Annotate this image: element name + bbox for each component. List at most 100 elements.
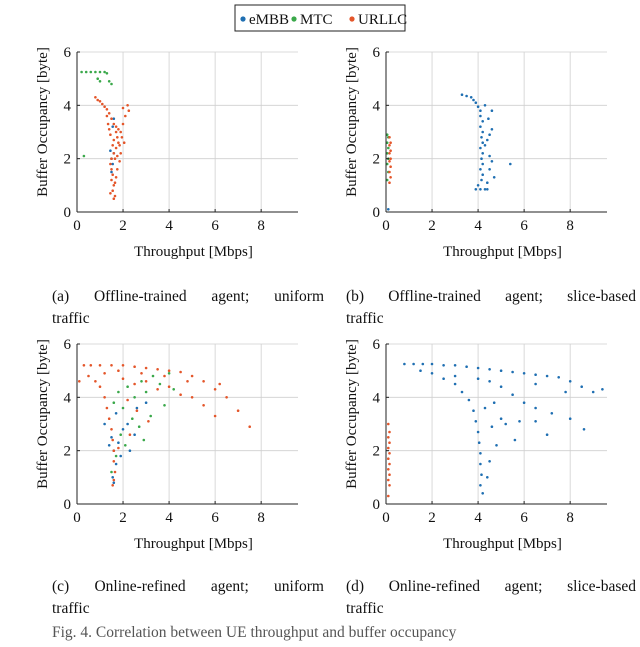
data-point xyxy=(133,396,136,399)
data-point xyxy=(476,184,480,187)
x-tick-label: 8 xyxy=(566,218,574,234)
data-point xyxy=(492,176,496,179)
data-point xyxy=(135,409,139,413)
data-point xyxy=(387,446,390,450)
data-point xyxy=(110,178,113,182)
series-embb xyxy=(103,401,148,485)
data-point xyxy=(477,441,481,445)
data-point xyxy=(112,117,116,120)
data-point xyxy=(126,385,129,389)
data-point xyxy=(481,152,485,155)
caption-d-part: Online-refined xyxy=(388,578,480,595)
data-point xyxy=(387,494,390,498)
data-point xyxy=(388,170,391,174)
data-point xyxy=(488,168,491,171)
data-point xyxy=(453,382,457,386)
y-tick-label: 6 xyxy=(64,45,72,61)
chart-d: 0 2 4 6 8 0 2 4 6 Throughput [Mbps] Buffer Occupan… xyxy=(344,337,607,552)
data-point xyxy=(110,82,113,86)
data-point xyxy=(499,417,503,421)
data-point xyxy=(388,136,391,139)
data-point xyxy=(110,436,113,439)
legend-label-mtc: MTC xyxy=(300,12,333,28)
chart-c: 0 2 4 6 8 0 2 4 6 Throughput [Mbps] Buffer Occupan… xyxy=(35,337,298,552)
data-point xyxy=(112,152,116,155)
data-point xyxy=(110,117,113,120)
data-point xyxy=(202,404,205,407)
legend-marker-embb xyxy=(240,16,246,22)
data-point xyxy=(513,438,517,442)
data-point xyxy=(121,406,125,410)
data-point xyxy=(135,406,139,410)
y-tick-label: 4 xyxy=(64,390,72,406)
data-point xyxy=(186,380,189,383)
data-point xyxy=(119,130,122,134)
data-point xyxy=(419,369,422,373)
data-point xyxy=(481,162,485,166)
data-point xyxy=(248,425,251,429)
data-point xyxy=(109,192,112,195)
caption-a-part: Offline-trained xyxy=(93,288,187,305)
data-point xyxy=(118,160,121,163)
data-point xyxy=(112,460,116,463)
data-point xyxy=(112,481,116,485)
data-point xyxy=(486,188,489,191)
data-point xyxy=(488,368,491,371)
data-point xyxy=(488,133,491,136)
caption-c-part: uniform xyxy=(274,578,324,595)
data-point xyxy=(476,105,480,108)
data-point xyxy=(103,396,106,399)
data-point xyxy=(137,425,141,429)
data-point xyxy=(479,462,482,466)
data-point xyxy=(518,420,521,423)
data-point xyxy=(126,422,129,426)
data-point xyxy=(476,377,480,381)
data-point xyxy=(106,122,110,126)
data-point xyxy=(385,141,389,144)
data-point xyxy=(89,364,93,367)
x-tick-label: 6 xyxy=(520,218,528,234)
data-point xyxy=(111,484,114,487)
data-point xyxy=(107,80,111,83)
data-point xyxy=(149,414,152,418)
data-point xyxy=(467,398,471,402)
series-embb xyxy=(403,362,604,495)
caption-b-part: Offline-trained xyxy=(388,288,481,305)
data-point xyxy=(111,125,114,128)
series-mtc xyxy=(110,372,175,474)
data-point xyxy=(202,380,205,383)
data-point xyxy=(387,468,390,471)
data-point xyxy=(128,449,132,453)
data-point xyxy=(109,149,112,152)
data-point xyxy=(385,178,389,182)
x-tick-label: 8 xyxy=(257,510,265,526)
data-point xyxy=(480,473,483,477)
data-point xyxy=(116,154,119,158)
data-point xyxy=(472,409,475,413)
data-point xyxy=(479,188,482,191)
data-point xyxy=(385,162,389,166)
data-point xyxy=(121,377,125,381)
data-point xyxy=(127,109,131,112)
x-tick-label: 0 xyxy=(73,218,81,234)
caption-c-line2: traffic xyxy=(52,600,90,617)
data-point xyxy=(403,362,406,366)
data-point xyxy=(481,130,485,134)
data-point xyxy=(112,449,116,453)
data-point xyxy=(105,406,109,410)
data-point xyxy=(495,444,498,447)
data-point xyxy=(465,365,468,369)
data-point xyxy=(114,146,118,150)
y-tick-label: 2 xyxy=(64,152,72,168)
data-point xyxy=(110,428,113,431)
data-point xyxy=(96,98,99,102)
data-point xyxy=(89,70,93,74)
y-tick-label: 6 xyxy=(373,45,381,61)
data-point xyxy=(124,114,127,118)
data-point xyxy=(511,370,514,374)
data-point xyxy=(114,130,118,134)
data-point xyxy=(479,484,482,487)
data-point xyxy=(87,374,90,378)
data-point xyxy=(236,409,240,413)
data-point xyxy=(179,370,182,374)
